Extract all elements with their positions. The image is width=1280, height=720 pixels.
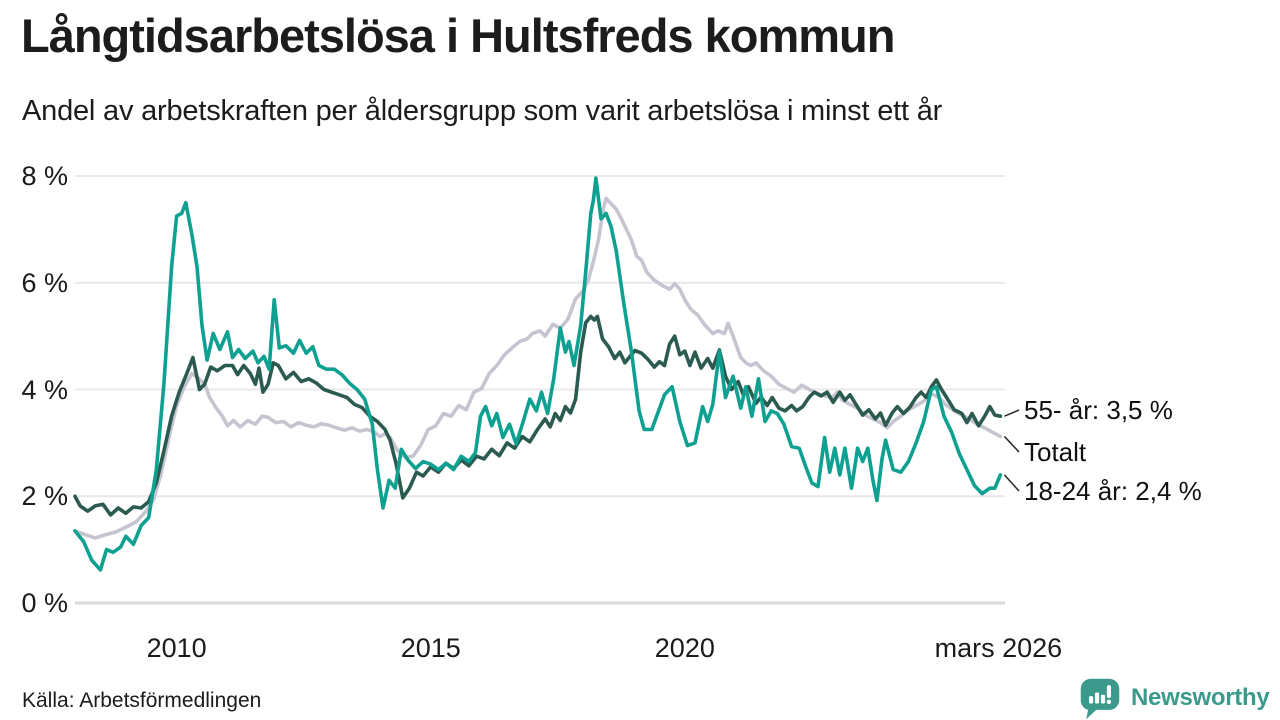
source-note: Källa: Arbetsförmedlingen	[22, 689, 262, 712]
label-total: Totalt	[1024, 437, 1087, 467]
annotation-connector-1	[1003, 435, 1020, 453]
y-axis-tick-6: 6 %	[21, 267, 68, 298]
annotation-connector-0	[1004, 409, 1020, 417]
y-axis-tick-2: 2 %	[21, 481, 68, 512]
y-axis-tick-8: 8 %	[21, 161, 68, 191]
series-line-Totalt	[73, 196, 1003, 540]
newsworthy-logo: Newsworthy	[1078, 676, 1270, 720]
annotation-connector-2	[1003, 474, 1020, 492]
series-line-55--år	[73, 314, 1003, 517]
x-axis-tick-2015: 2015	[400, 633, 461, 663]
y-axis-tick-4: 4 %	[21, 374, 68, 405]
x-axis-tick-2010: 2010	[146, 633, 207, 663]
label-1824: 18-24 år: 2,4 %	[1024, 476, 1202, 506]
x-axis-tick-mars-2026: mars 2026	[934, 633, 1063, 663]
series-line-18-24-år	[73, 176, 1003, 572]
y-axis-tick-0: 0 %	[21, 588, 68, 618]
x-axis-tick-2020: 2020	[654, 633, 715, 663]
page-subtitle: Andel av arbetskraften per åldersgrupp s…	[22, 95, 943, 127]
page-title: Långtidsarbetslösa i Hultsfreds kommun	[21, 9, 895, 62]
newsworthy-wordmark: Newsworthy	[1131, 684, 1270, 711]
label-55: 55- år: 3,5 %	[1024, 395, 1173, 425]
newsworthy-logo-icon	[1080, 678, 1120, 720]
